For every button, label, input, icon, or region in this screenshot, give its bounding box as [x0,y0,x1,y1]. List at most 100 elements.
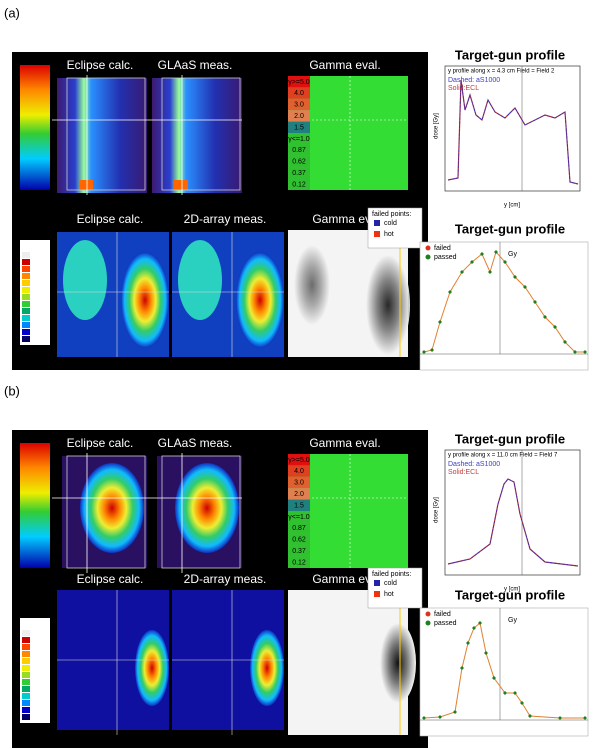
dose-map [152,78,242,193]
profile-marker [466,641,470,645]
profile-marker [503,691,507,695]
hot-spot [79,180,93,190]
profile-marker [422,350,426,354]
profile-curve [423,251,585,353]
panel-title: Gamma eval. [309,436,380,450]
frame [161,77,241,191]
gamma-scale [288,454,310,466]
profile-title: Target-gun profile [455,587,565,602]
colorbar-step [22,630,30,636]
legend-item: passed [434,620,457,627]
dose-map [236,252,284,348]
dose-map [250,630,284,706]
panel: (b) Eclipse calc. GLAaS meas. Gamma eval. γ>… [4,383,589,748]
legend-item: Dashed: aS1000 [448,461,500,468]
colorbar-step [22,679,30,685]
panel-title: Gamma eval. [312,212,383,226]
legend-item: Dashed: aS1000 [448,77,500,84]
profile-marker [472,626,476,630]
gamma-scale [288,155,310,168]
panel-title: 2D-array meas. [184,212,267,226]
colorbar [20,65,50,190]
legend-item: cold [384,580,397,587]
gamma-scale-label: 0.37 [292,548,306,555]
panel-title: Eclipse calc. [77,212,144,226]
colorbar-step [22,308,30,314]
frame [161,455,241,569]
plot-frame [419,607,589,737]
legend-title: failed points: [372,571,411,578]
gamma-scale [288,133,310,145]
gamma-scale [288,488,310,500]
gamma-shade [380,623,416,703]
gamma-scale-label: 0.12 [292,181,306,188]
gamma-scale [288,178,310,190]
colorbar-step [22,273,30,279]
gamma-shade [366,255,410,355]
profile-marker [563,340,567,344]
dose-map [63,240,107,320]
profile-marker [494,250,498,254]
panel-title: Eclipse calc. [67,436,134,450]
gamma-scale-label: 0.12 [292,559,306,566]
profile-marker [492,676,496,680]
profile-marker [460,666,464,670]
panel: (a) Eclipse calc. GLAaS meas. Gamma eval. γ>… [4,5,589,371]
gamma-scale [288,545,310,557]
colorbar-step [22,651,30,657]
gamma-scale-label: 0.87 [292,525,306,532]
profile-marker [583,350,587,354]
legend-marker [425,254,431,260]
profile-title: Target-gun profile [455,221,565,236]
panel-title: 2D-array meas. [184,572,267,586]
panel-title: Gamma eval. [312,572,383,586]
profile-marker [573,350,577,354]
plot-frame [444,449,581,576]
gamma-scale-label: 0.62 [292,159,306,166]
colorbar-step [22,322,30,328]
gamma-scale [288,556,310,568]
panel-title: Eclipse calc. [77,572,144,586]
profile-marker [430,348,434,352]
legend-item: passed [434,254,457,261]
profile-title: Target-gun profile [455,431,565,446]
colorbar-step [22,700,30,706]
gamma-scale [288,533,310,546]
gamma-scale-label: γ<=1.0 [288,136,310,143]
profile-marker [453,710,457,714]
colorbar-step [22,301,30,307]
hot-spot [174,180,188,190]
colorbar-step [22,714,30,720]
profile-marker [448,290,452,294]
gamma-scale-label: 0.62 [292,537,306,544]
legend-swatch [374,580,380,586]
legend-item: Solid:ECL [448,469,479,476]
panel-label: (a) [4,5,20,20]
profile-marker [583,716,587,720]
profile-header: y profile along x = 11.0 cm Field = Fiel… [448,453,558,459]
profile-marker [503,260,507,264]
unit-label: Gy [508,251,517,258]
profile-marker [480,252,484,256]
colorbar-step [22,658,30,664]
profile-marker [513,275,517,279]
colorbar-step [22,644,30,650]
legend-marker [425,245,431,251]
gamma-scale [288,87,310,99]
profile-marker [543,315,547,319]
colorbar-step [22,623,30,629]
profile-marker [470,260,474,264]
axis-label: y [cm] [504,203,520,209]
gamma-scale [288,144,310,156]
dose-map [175,463,239,553]
legend-item: hot [384,231,394,238]
profile-marker [478,621,482,625]
legend-item: cold [384,220,397,227]
axis-label: dose [Gy] [434,497,440,523]
colorbar-step [22,266,30,272]
profile-title: Target-gun profile [455,47,565,62]
profile-marker [523,285,527,289]
gamma-scale-label: γ>=5.0 [288,79,310,86]
plot-frame [444,65,581,192]
profile-marker [533,300,537,304]
